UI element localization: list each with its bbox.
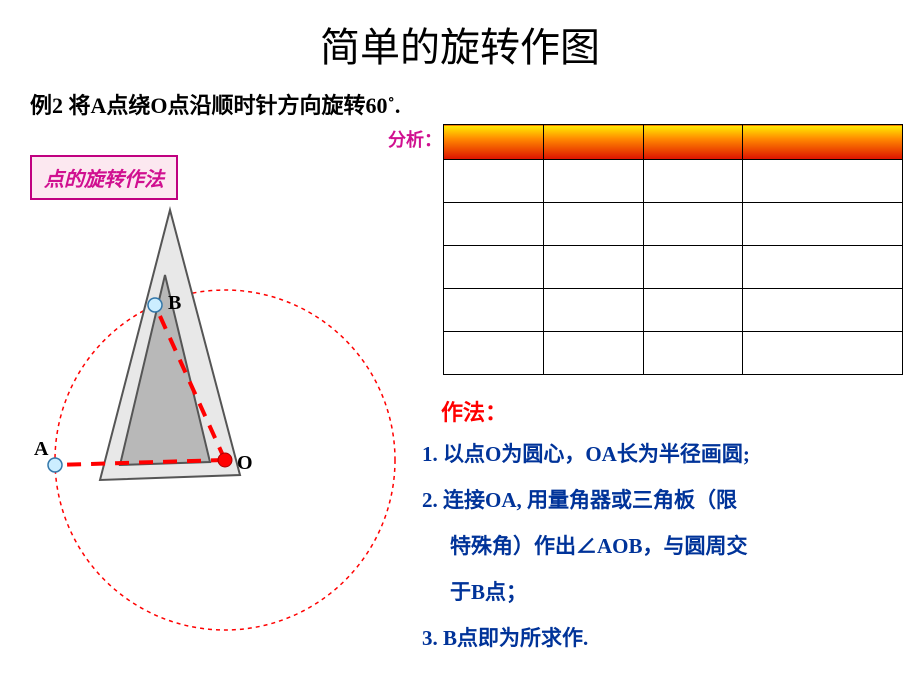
step-3: 3. B点即为所求作. [422,619,902,659]
table-row [444,246,903,289]
point-O [218,453,232,467]
table-header-row [444,125,903,160]
step-2-line1: 2. 连接OA, 用量角器或三角板（限 [422,481,902,521]
label-O: O [237,452,253,475]
example-text: 例2 将A点绕O点沿顺时针方向旋转60˚. [0,73,920,120]
analysis-label: 分析： [388,126,442,152]
table-row [444,332,903,375]
page-title: 简单的旋转作图 [0,0,920,73]
point-A [48,458,62,472]
table-row [444,289,903,332]
label-A: A [34,438,48,461]
point-B [148,298,162,312]
rotation-diagram: A B O [20,200,440,650]
step-2-line3: 于B点； [422,573,902,613]
method-label: 作法： [441,395,507,427]
step-2-line2: 特殊角）作出∠AOB，与圆周交 [422,527,902,567]
method-box: 点的旋转作法 [30,155,178,200]
steps-list: 1. 以点O为圆心，OA长为半径画圆; 2. 连接OA, 用量角器或三角板（限 … [422,435,902,664]
analysis-table [443,124,903,375]
diagram-svg [20,200,440,650]
table-row [444,203,903,246]
table-row [444,160,903,203]
label-B: B [168,292,181,315]
step-1: 1. 以点O为圆心，OA长为半径画圆; [422,435,902,475]
